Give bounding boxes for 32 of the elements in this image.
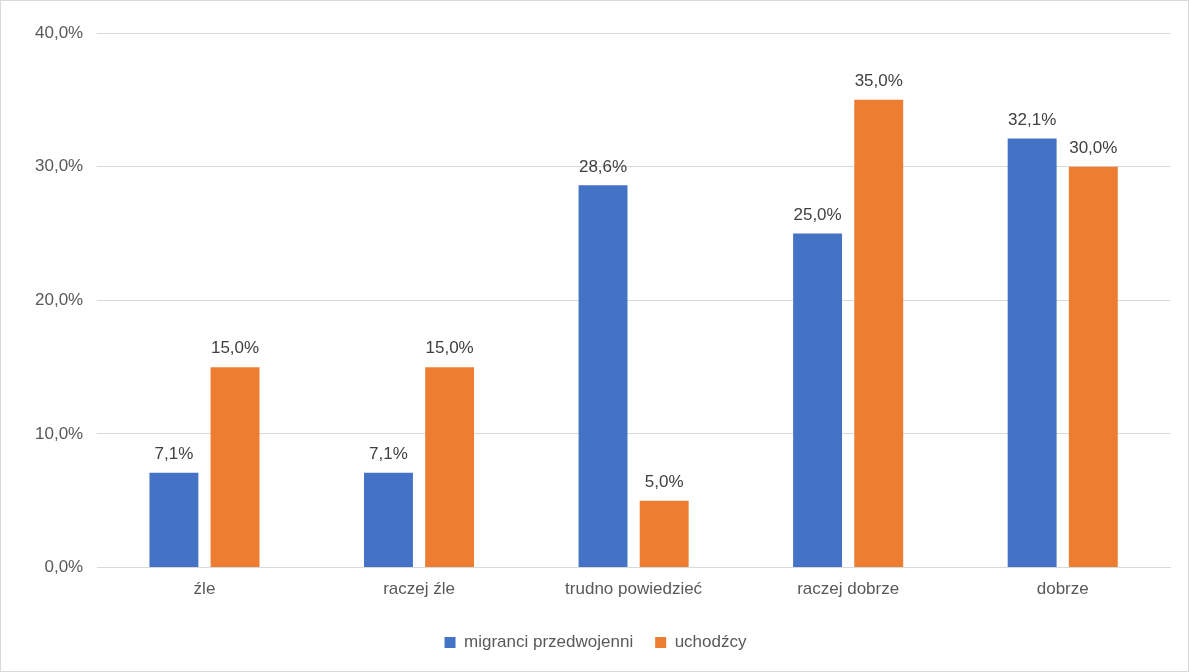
data-label: 30,0% — [1069, 137, 1118, 157]
data-label: 25,0% — [793, 204, 842, 224]
y-tick-label: 20,0% — [35, 289, 84, 309]
y-tick-label: 30,0% — [35, 156, 84, 176]
bar — [793, 233, 843, 568]
x-tick-label: raczej źle — [383, 579, 455, 599]
data-label: 35,0% — [854, 71, 903, 91]
data-label: 5,0% — [644, 471, 684, 491]
bar — [1068, 166, 1118, 568]
x-tick-label: raczej dobrze — [797, 579, 900, 599]
x-tick-label: źle — [193, 579, 216, 599]
bar — [639, 500, 689, 568]
y-tick-label: 0,0% — [44, 557, 84, 577]
data-label: 32,1% — [1008, 109, 1057, 129]
bar — [210, 367, 260, 568]
data-label: 28,6% — [578, 156, 628, 176]
bar — [578, 185, 628, 568]
bar — [149, 472, 199, 568]
legend-label: uchodźcy — [674, 632, 747, 652]
y-tick-label: 10,0% — [35, 423, 84, 443]
data-label: 15,0% — [425, 338, 474, 358]
legend-label: migranci przedwojenni — [464, 632, 634, 652]
bar — [854, 99, 904, 568]
x-tick-label: dobrze — [1036, 579, 1089, 599]
bar — [1007, 138, 1057, 568]
bar — [364, 472, 413, 568]
data-label: 7,1% — [369, 443, 408, 463]
bar — [425, 367, 475, 568]
data-label: 15,0% — [210, 338, 260, 358]
data-label: 7,1% — [154, 443, 194, 463]
x-tick-label: trudno powiedzieć — [565, 579, 703, 599]
y-tick-label: 40,0% — [35, 22, 84, 42]
